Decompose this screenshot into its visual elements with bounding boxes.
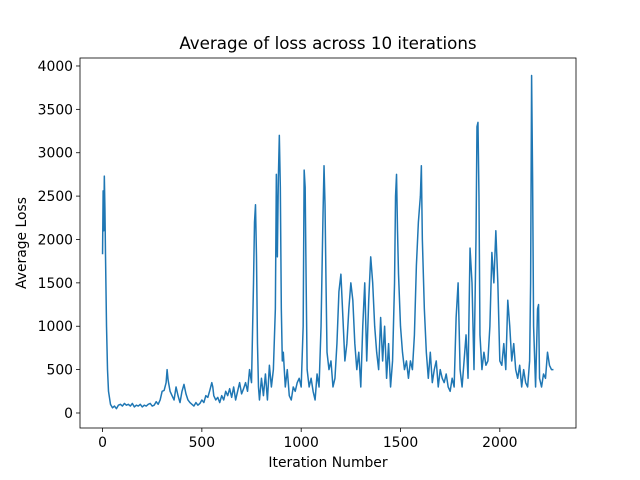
y-tick-label: 4000 xyxy=(38,59,73,75)
x-tick-label: 1500 xyxy=(383,435,418,451)
x-tick-label: 2000 xyxy=(482,435,517,451)
y-tick-label: 2000 xyxy=(38,232,73,248)
axes-frame xyxy=(79,57,577,429)
x-axis-label: Iteration Number xyxy=(268,455,387,471)
y-tick-label: 0 xyxy=(64,406,73,422)
data-line xyxy=(101,74,554,410)
y-axis-label: Average Loss xyxy=(14,197,30,289)
x-tick-label: 0 xyxy=(98,435,107,451)
x-tick-label: 1000 xyxy=(284,435,319,451)
y-tick-label: 500 xyxy=(46,363,73,379)
y-tick-label: 2500 xyxy=(38,189,73,205)
y-tick-label: 3500 xyxy=(38,102,73,118)
y-tick-label: 1500 xyxy=(38,276,73,292)
y-tick-label: 1000 xyxy=(38,319,73,335)
y-tick-label: 3000 xyxy=(38,146,73,162)
chart-title: Average of loss across 10 iterations xyxy=(179,33,476,53)
x-tick-label: 500 xyxy=(189,435,216,451)
